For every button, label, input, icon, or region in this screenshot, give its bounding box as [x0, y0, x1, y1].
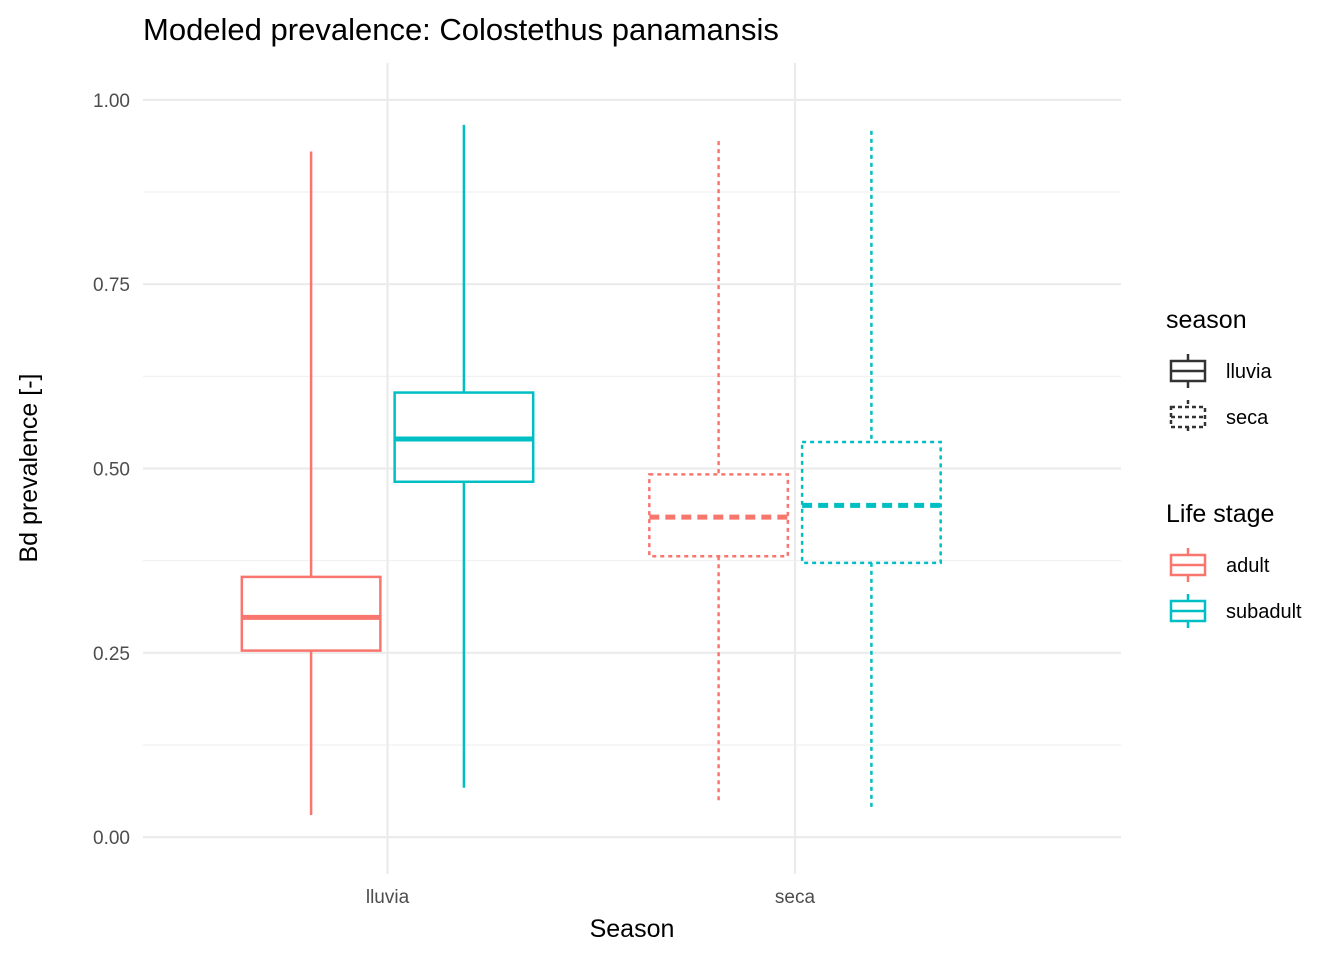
- box-body: [240, 575, 382, 652]
- legend-title: Life stage: [1166, 500, 1274, 528]
- legend-label: adult: [1226, 555, 1270, 577]
- y-tick-labels: 0.00 0.25 0.50 0.75 1.00: [93, 91, 130, 849]
- legend-key-adult: [1169, 548, 1207, 582]
- grid-lines: [143, 63, 1121, 874]
- y-tick-label: 0.75: [93, 275, 130, 296]
- legend-key-subadult: [1169, 594, 1207, 628]
- legend-title: season: [1166, 306, 1247, 334]
- box-series: [240, 124, 942, 816]
- box-body: [800, 440, 942, 565]
- legend-key-seca: [1169, 400, 1207, 434]
- box-lluvia-adult: [240, 151, 382, 816]
- legend-label: lluvia: [1226, 361, 1272, 383]
- y-axis-title: Bd prevalence [-]: [15, 374, 43, 563]
- x-axis-title: Season: [590, 915, 675, 943]
- y-tick-label: 0.00: [93, 828, 130, 849]
- x-tick-label: lluvia: [366, 887, 410, 908]
- x-tick-labels: lluvia seca: [366, 887, 816, 908]
- box-seca-subadult: [800, 130, 942, 808]
- legend-label: seca: [1226, 407, 1269, 429]
- box-body: [648, 473, 790, 558]
- y-tick-label: 1.00: [93, 91, 130, 112]
- legend-label: subadult: [1226, 601, 1302, 623]
- box-seca-adult: [648, 141, 790, 802]
- y-tick-label: 0.50: [93, 460, 130, 481]
- chart-title: Modeled prevalence: Colostethus panamans…: [143, 12, 779, 47]
- legend: season lluvia seca Life stage adult subadult: [1166, 306, 1302, 628]
- box-lluvia-subadult: [393, 124, 535, 788]
- y-tick-label: 0.25: [93, 644, 130, 665]
- x-tick-label: seca: [775, 887, 816, 908]
- legend-key-lluvia: [1169, 354, 1207, 388]
